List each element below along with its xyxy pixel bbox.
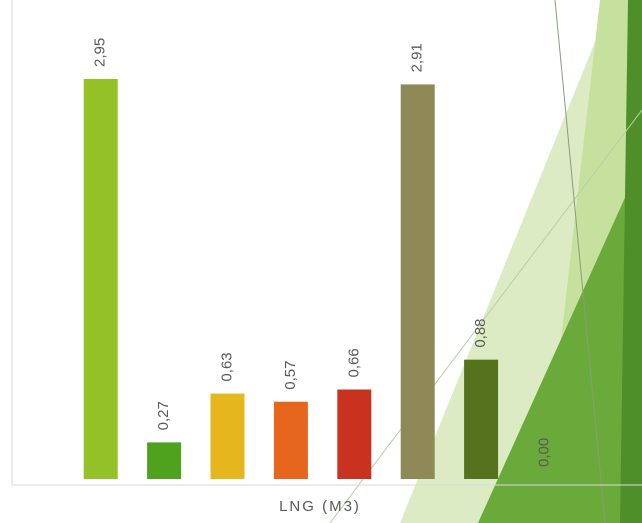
value-label: 0,57: [282, 361, 299, 390]
bar: [273, 401, 308, 479]
bar: [464, 359, 499, 479]
x-axis-label: LNG (M3): [279, 498, 361, 515]
bar: [210, 393, 245, 479]
value-label: 0,66: [345, 348, 362, 377]
deco-shape: [478, 160, 642, 523]
deco-line: [554, 0, 606, 523]
value-label: 2,95: [92, 38, 109, 67]
bar: [337, 389, 372, 479]
value-label: 0,00: [535, 438, 552, 467]
bar: [83, 78, 118, 479]
value-label: 0,88: [472, 318, 489, 347]
bar: [400, 84, 435, 480]
value-label: 0,63: [218, 352, 235, 381]
deco-shape: [620, 0, 642, 523]
background-decoration: [329, 0, 642, 523]
value-label: 0,27: [155, 401, 172, 430]
bar: [147, 442, 182, 479]
deco-line: [329, 109, 642, 523]
value-label: 2,91: [409, 43, 426, 72]
